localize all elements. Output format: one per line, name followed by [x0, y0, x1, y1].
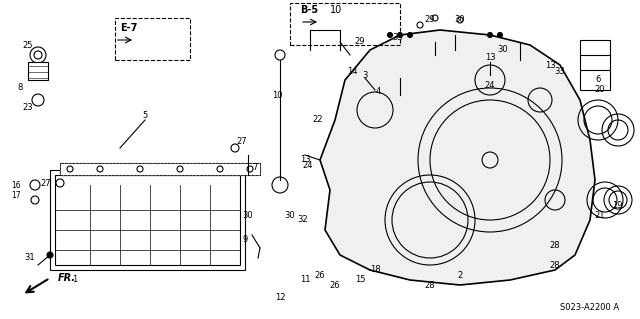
Circle shape	[408, 33, 413, 38]
Text: 26: 26	[315, 271, 325, 279]
Text: 11: 11	[300, 276, 310, 285]
Text: 10: 10	[330, 5, 342, 15]
Text: 3: 3	[362, 70, 368, 79]
Bar	[115, 18, 190, 60]
Text: 33: 33	[555, 68, 565, 77]
Text: 28: 28	[425, 280, 435, 290]
Polygon shape	[320, 30, 595, 285]
Text: 25: 25	[23, 41, 33, 49]
Text: 21: 21	[595, 211, 605, 219]
Circle shape	[397, 33, 403, 38]
Text: 28: 28	[550, 261, 560, 270]
Text: 1: 1	[72, 276, 77, 285]
Text: 18: 18	[370, 265, 380, 275]
Text: 14: 14	[347, 68, 357, 77]
Text: 29: 29	[425, 16, 435, 25]
Text: 5: 5	[142, 110, 148, 120]
Text: 29: 29	[355, 38, 365, 47]
Text: 23: 23	[22, 103, 33, 113]
Text: 6: 6	[595, 76, 601, 85]
Circle shape	[497, 33, 502, 38]
Circle shape	[47, 252, 53, 258]
Text: 27: 27	[237, 137, 247, 146]
Text: 26: 26	[330, 280, 340, 290]
Text: B-5: B-5	[300, 5, 318, 15]
Text: 24: 24	[484, 80, 495, 90]
Text: 17: 17	[11, 190, 21, 199]
Bar	[50, 170, 245, 270]
Text: 7: 7	[252, 164, 258, 173]
Text: 10: 10	[272, 91, 282, 100]
Text: 13: 13	[545, 61, 556, 70]
Bar	[290, 3, 400, 45]
Bar	[580, 40, 610, 90]
Text: 30: 30	[243, 211, 253, 219]
Text: 20: 20	[595, 85, 605, 94]
Text: S023-A2200 A: S023-A2200 A	[560, 303, 619, 313]
Text: 19: 19	[612, 201, 622, 210]
Bar	[55, 175, 240, 265]
Bar	[60, 163, 260, 175]
Bar	[28, 62, 48, 80]
Text: FR.: FR.	[58, 273, 76, 283]
Text: 31: 31	[25, 254, 35, 263]
Text: E-7: E-7	[120, 23, 138, 33]
Text: 27: 27	[41, 179, 51, 188]
Text: 4: 4	[376, 87, 381, 97]
Text: 22: 22	[313, 115, 323, 124]
Text: 33: 33	[392, 33, 403, 41]
Text: 15: 15	[355, 276, 365, 285]
Circle shape	[488, 33, 493, 38]
Text: 2: 2	[458, 271, 463, 279]
Text: 24: 24	[303, 160, 313, 169]
Text: 30: 30	[454, 16, 465, 25]
Text: 12: 12	[275, 293, 285, 302]
Text: 30: 30	[498, 46, 508, 55]
Text: 8: 8	[17, 84, 22, 93]
Text: 32: 32	[298, 216, 308, 225]
Text: 30: 30	[285, 211, 295, 219]
Text: 28: 28	[550, 241, 560, 249]
Text: 13: 13	[484, 54, 495, 63]
Text: 13: 13	[300, 155, 310, 165]
Text: 9: 9	[243, 235, 248, 244]
Bar	[60, 163, 260, 175]
Circle shape	[387, 33, 392, 38]
Text: 16: 16	[11, 181, 21, 189]
